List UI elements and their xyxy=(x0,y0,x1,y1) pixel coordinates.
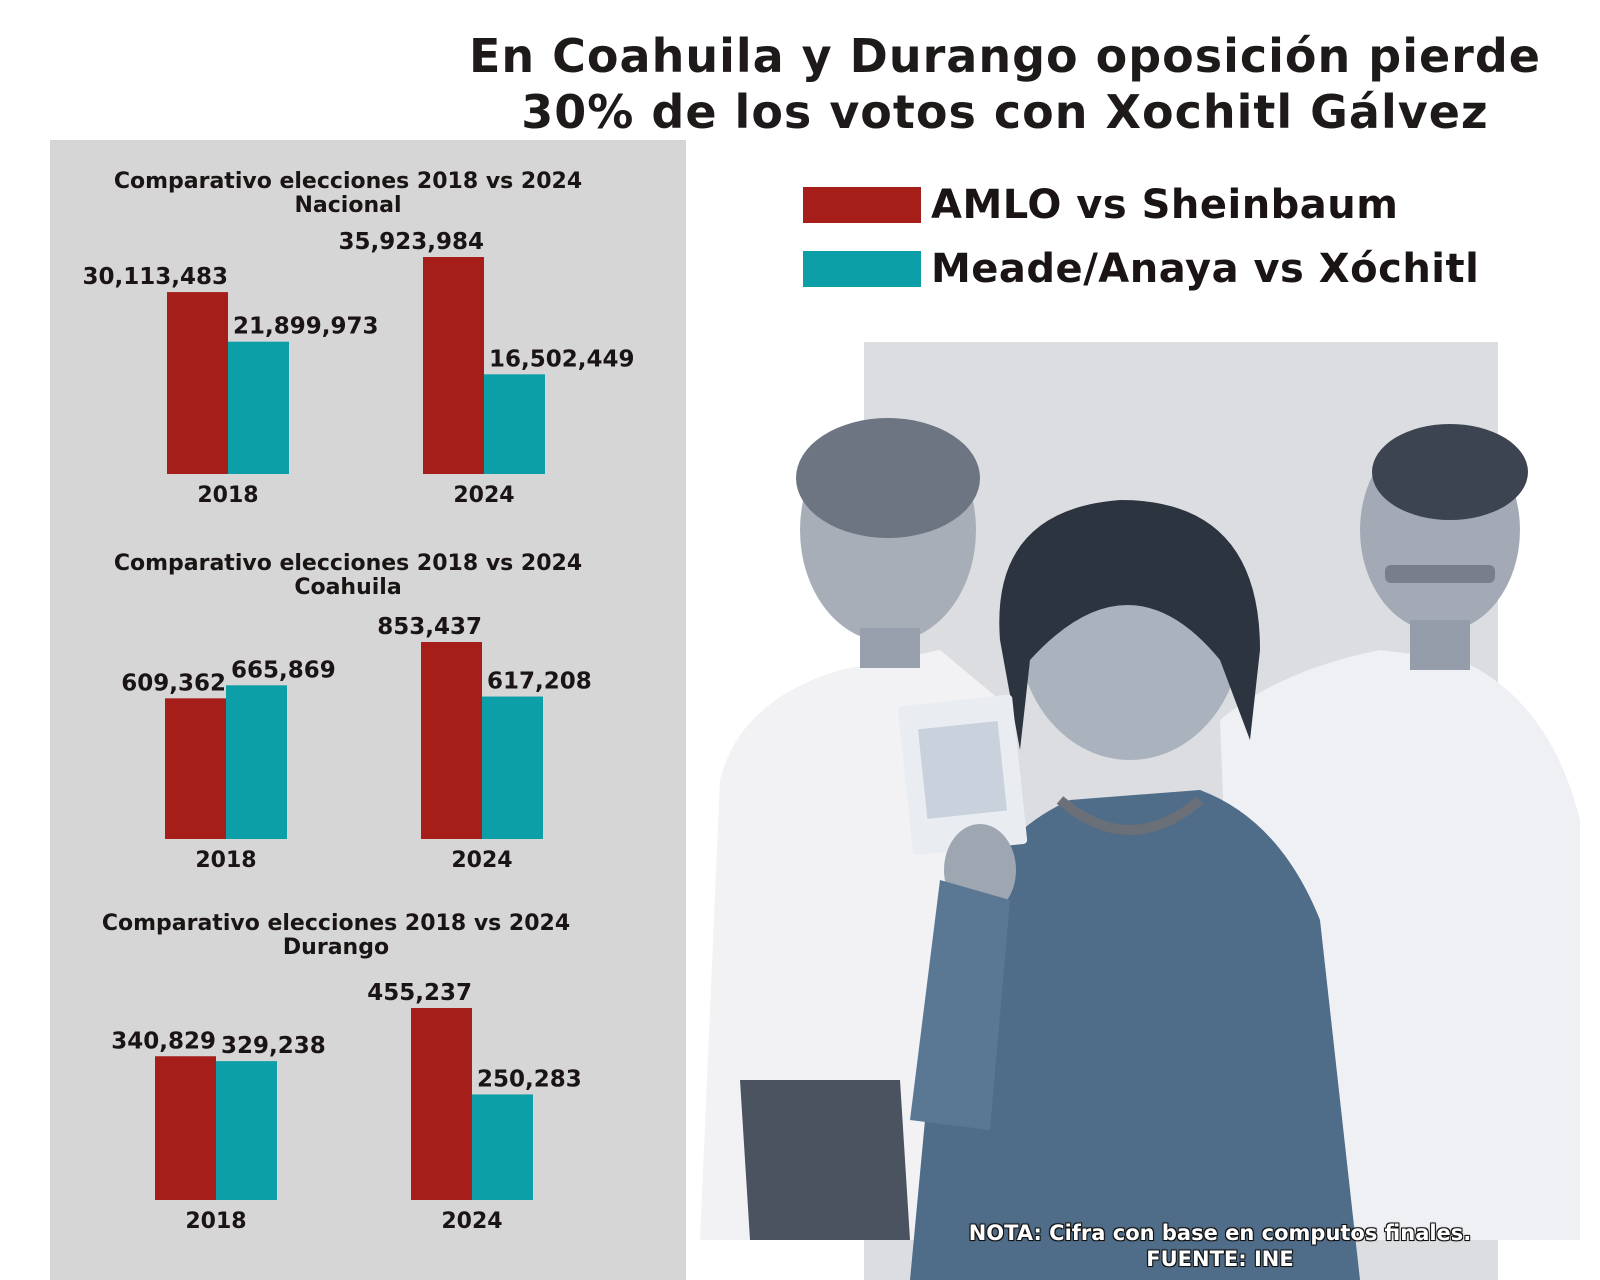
data-label: 250,283 xyxy=(477,1066,582,1092)
category-label: 2018 xyxy=(197,483,258,508)
bar xyxy=(216,1061,277,1200)
data-label: 16,502,449 xyxy=(489,346,635,372)
source-line: FUENTE: INE xyxy=(1146,1247,1294,1271)
category-label: 2018 xyxy=(195,848,256,873)
legend-swatch-red xyxy=(803,187,921,223)
charts-panel: Comparativo elecciones 2018 vs 2024 Nacio… xyxy=(50,140,686,1280)
bar xyxy=(167,292,228,474)
legend-label: AMLO vs Sheinbaum xyxy=(931,182,1399,228)
bar xyxy=(411,1008,472,1200)
category-label: 2024 xyxy=(453,483,514,508)
legend-item-amlo-sheinbaum: AMLO vs Sheinbaum xyxy=(803,180,1398,230)
title-line-2: 30% de los votos con Xochitl Gálvez xyxy=(521,85,1489,139)
data-label: 617,208 xyxy=(487,669,592,695)
chart-subtitle: Durango xyxy=(283,935,389,960)
page-title: En Coahuila y Durango oposición pierde 3… xyxy=(430,28,1580,140)
data-label: 340,829 xyxy=(111,1028,216,1054)
bar xyxy=(482,696,543,839)
chart-title: Comparativo elecciones 2018 vs 2024 xyxy=(102,911,570,936)
legend-label: Meade/Anaya vs Xóchitl xyxy=(931,246,1480,292)
data-label: 665,869 xyxy=(231,657,336,683)
chart-title: Comparativo elecciones 2018 vs 2024 xyxy=(114,169,582,194)
chart-subtitle: Nacional xyxy=(294,193,401,218)
data-label: 853,437 xyxy=(377,614,482,640)
bar xyxy=(421,642,482,839)
data-label: 35,923,984 xyxy=(338,229,484,255)
legend-swatch-teal xyxy=(803,251,921,287)
bar xyxy=(155,1056,216,1200)
data-label: 30,113,483 xyxy=(82,264,228,290)
bar xyxy=(228,341,289,474)
bar xyxy=(165,698,226,839)
footnote: NOTA: Cifra con base en computos finales… xyxy=(930,1220,1510,1272)
data-label: 21,899,973 xyxy=(233,314,379,340)
data-label: 455,237 xyxy=(367,980,472,1006)
bar xyxy=(472,1094,533,1200)
title-line-1: En Coahuila y Durango oposición pierde xyxy=(468,29,1541,83)
candidate-center-figure xyxy=(897,500,1360,1280)
data-label: 609,362 xyxy=(121,670,226,696)
candidates-photo xyxy=(700,418,1580,1280)
chart-title: Comparativo elecciones 2018 vs 2024 xyxy=(114,551,582,576)
bar-charts: Comparativo elecciones 2018 vs 2024Nacio… xyxy=(82,169,635,1234)
bar xyxy=(423,257,484,474)
category-label: 2024 xyxy=(451,848,512,873)
bar xyxy=(484,374,545,474)
chart-subtitle: Coahuila xyxy=(294,575,401,600)
note-line: NOTA: Cifra con base en computos finales… xyxy=(968,1221,1472,1245)
bar xyxy=(226,685,287,839)
category-label: 2024 xyxy=(441,1209,502,1234)
category-label: 2018 xyxy=(185,1209,246,1234)
legend-item-meade-anaya-xochitl: Meade/Anaya vs Xóchitl xyxy=(803,244,1479,294)
data-label: 329,238 xyxy=(221,1033,326,1059)
